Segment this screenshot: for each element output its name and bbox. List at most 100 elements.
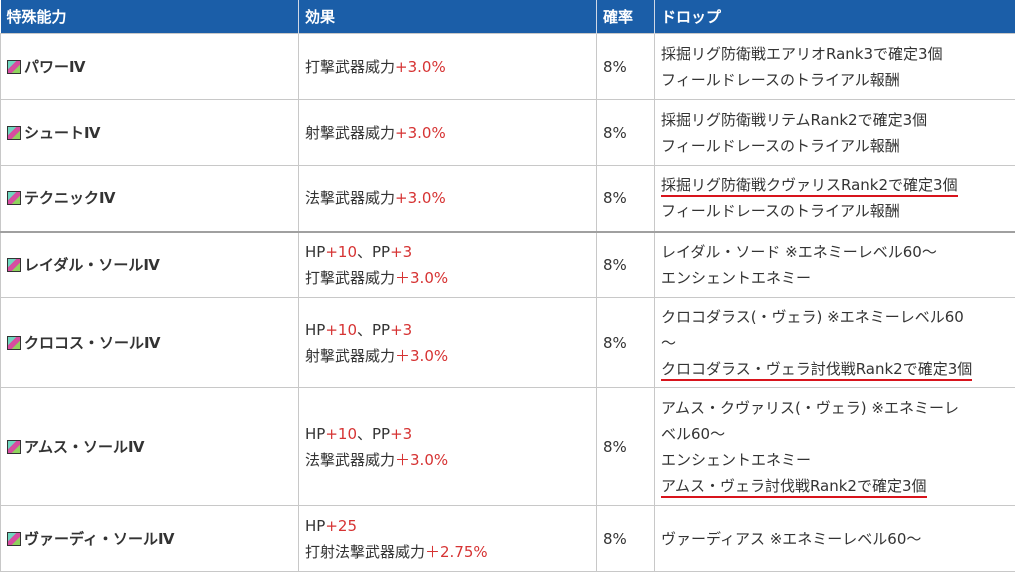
ability-stone-icon (7, 191, 21, 206)
drop-cell: 採掘リグ防衛戦クヴァリスRank2で確定3個 フィールドレースのトライアル報酬 (654, 165, 1015, 232)
drop-line: レイダル・ソード ※エネミーレベル60～ (661, 239, 1009, 265)
effect-label: 射撃武器威力 (305, 346, 396, 365)
effect-label: 射撃武器威力 (305, 123, 396, 142)
drop-source: クロコダラス(・ヴェラ) ※エネミーレベル60 (661, 307, 964, 326)
effect-label: HP (305, 516, 326, 535)
ability-name: テクニックⅣ (24, 189, 116, 208)
effect-label: 打撃武器威力 (305, 57, 396, 76)
drop-line: クロコダラス・ヴェラ討伐戦Rank2で確定3個 (661, 356, 1009, 382)
drop-cell: 採掘リグ防衛戦リテムRank2で確定3個 フィールドレースのトライアル報酬 (654, 99, 1015, 166)
effect-value: ＋3.0% (395, 268, 449, 287)
table-body: パワーⅣ 打撃武器威力+3.0% 8% 採掘リグ防衛戦エアリオRank3で確定3個 フィ… (0, 33, 1015, 572)
rate-cell: 8% (596, 230, 655, 298)
drop-line: フィールドレースのトライアル報酬 (661, 198, 1009, 224)
drop-cell: クロコダラス(・ヴェラ) ※エネミーレベル60 ～ クロコダラス・ヴェラ討伐戦Ran… (654, 297, 1015, 388)
drop-line: 採掘リグ防衛戦エアリオRank3で確定3個 (661, 41, 1009, 67)
table-row: アムス・ソールⅣ HP+10、PP+3 法撃武器威力＋3.0% 8% アムス・クヴァリス… (0, 387, 1015, 506)
drop-source-highlight: クロコダラス・ヴェラ討伐戦Rank2で確定3個 (661, 359, 973, 381)
drop-line: アムス・ヴェラ討伐戦Rank2で確定3個 (661, 473, 1009, 499)
effect-label: HP (305, 424, 326, 443)
effect-cell: HP+10、PP+3 打撃武器威力＋3.0% (298, 230, 597, 298)
table-row: ヴァーディ・ソールⅣ HP+25 打射法撃武器威力＋2.75% 8% ヴァーディアス ※… (0, 505, 1015, 572)
table-row: シュートⅣ 射撃武器威力+3.0% 8% 採掘リグ防衛戦リテムRank2で確定3個 フィ… (0, 99, 1015, 166)
drop-line: ヴァーディアス ※エネミーレベル60～ (661, 526, 1009, 552)
header-rate: 確率 (596, 0, 655, 34)
drop-line: クロコダラス(・ヴェラ) ※エネミーレベル60 (661, 304, 1009, 330)
effect-line: HP+10、PP+3 (305, 421, 590, 447)
effect-value: +10 (325, 320, 357, 339)
effect-label: 法撃武器威力 (305, 189, 396, 208)
ability-name-cell: テクニックⅣ (0, 165, 299, 232)
table-row: パワーⅣ 打撃武器威力+3.0% 8% 採掘リグ防衛戦エアリオRank3で確定3個 フィ… (0, 33, 1015, 100)
ability-name-cell: アムス・ソールⅣ (0, 387, 299, 506)
drop-cell: 採掘リグ防衛戦エアリオRank3で確定3個フィールドレースのトライアル報酬 (654, 33, 1015, 100)
drop-source: エンシェントエネミー (661, 450, 812, 469)
drop-line: ～ (661, 330, 1009, 356)
ability-stone-icon (7, 125, 21, 140)
drop-source: ベル60～ (661, 424, 726, 443)
drop-source-highlight: 採掘リグ防衛戦クヴァリスRank2で確定3個 (661, 176, 958, 198)
ability-stone-icon (7, 257, 21, 272)
effect-label: HP (305, 320, 326, 339)
ability-name: パワーⅣ (24, 57, 86, 76)
effect-line: 打撃武器威力＋3.0% (305, 265, 590, 291)
effect-line: HP+10、PP+3 (305, 239, 590, 265)
effect-value: +3.0% (395, 189, 446, 208)
effect-line: HP+10、PP+3 (305, 317, 590, 343)
ability-name-cell: ヴァーディ・ソールⅣ (0, 505, 299, 572)
drop-source: フィールドレースのトライアル報酬 (661, 202, 900, 221)
effect-value: ＋3.0% (395, 450, 449, 469)
ability-stone-icon (7, 531, 21, 546)
effect-label: 、PP (356, 320, 391, 339)
drop-source: レイダル・ソード ※エネミーレベル60～ (661, 242, 937, 261)
table-row: テクニックⅣ 法撃武器威力+3.0% 8% 採掘リグ防衛戦クヴァリスRank2で確定3… (0, 165, 1015, 232)
effect-line: 打射法撃武器威力＋2.75% (305, 539, 590, 565)
effect-value: +3.0% (395, 123, 446, 142)
drop-line: フィールドレースのトライアル報酬 (661, 133, 1009, 159)
effect-label: 、PP (356, 242, 391, 261)
effect-value: +3.0% (395, 57, 446, 76)
rate-cell: 8% (596, 297, 655, 388)
drop-source: 採掘リグ防衛戦エアリオRank3で確定3個 (661, 44, 943, 63)
drop-cell: ヴァーディアス ※エネミーレベル60～ (654, 505, 1015, 572)
effect-value: +10 (325, 424, 357, 443)
drop-source-highlight: アムス・ヴェラ討伐戦Rank2で確定3個 (661, 476, 927, 498)
effect-cell: HP+10、PP+3 射撃武器威力＋3.0% (298, 297, 597, 388)
effect-label: 法撃武器威力 (305, 450, 396, 469)
effect-cell: HP+10、PP+3 法撃武器威力＋3.0% (298, 387, 597, 506)
drop-line: ベル60～ (661, 421, 1009, 447)
drop-line: フィールドレースのトライアル報酬 (661, 67, 1009, 93)
ability-name: クロコス・ソールⅣ (24, 333, 161, 352)
rate-cell: 8% (596, 505, 655, 572)
effect-line: 法撃武器威力＋3.0% (305, 447, 590, 473)
ability-name-cell: パワーⅣ (0, 33, 299, 100)
header-ability: 特殊能力 (0, 0, 299, 34)
ability-name: シュートⅣ (24, 123, 101, 142)
drop-source: アムス・クヴァリス(・ヴェラ) ※エネミーレ (661, 398, 959, 417)
drop-source: ヴァーディアス ※エネミーレベル60～ (661, 529, 922, 548)
effect-cell: 射撃武器威力+3.0% (298, 99, 597, 166)
ability-name-cell: シュートⅣ (0, 99, 299, 166)
effect-cell: 打撃武器威力+3.0% (298, 33, 597, 100)
table-row: レイダル・ソールⅣ HP+10、PP+3 打撃武器威力＋3.0% 8% レイダル・ソード… (0, 230, 1015, 298)
drop-line: エンシェントエネミー (661, 447, 1009, 473)
effect-label: 打撃武器威力 (305, 268, 396, 287)
drop-line: 採掘リグ防衛戦クヴァリスRank2で確定3個 (661, 172, 1009, 198)
ability-stone-icon (7, 59, 21, 74)
effect-line: HP+25 (305, 513, 590, 539)
ability-name: レイダル・ソールⅣ (24, 255, 160, 274)
drop-cell: レイダル・ソード ※エネミーレベル60～ エンシェントエネミー (654, 230, 1015, 298)
rate-cell: 8% (596, 99, 655, 166)
effect-value: +3 (390, 320, 413, 339)
drop-source: エンシェントエネミー (661, 268, 812, 287)
effect-label: HP (305, 242, 326, 261)
header-row: 特殊能力 効果 確率 ドロップ (0, 0, 1015, 34)
effect-line: 法撃武器威力+3.0% (305, 185, 590, 211)
drop-line: アムス・クヴァリス(・ヴェラ) ※エネミーレ (661, 395, 1009, 421)
effect-value: +10 (325, 242, 357, 261)
effect-value: +3 (390, 424, 413, 443)
ability-name: アムス・ソールⅣ (24, 437, 145, 456)
table-row: クロコス・ソールⅣ HP+10、PP+3 射撃武器威力＋3.0% 8% クロコダラス(・… (0, 297, 1015, 388)
effect-value: ＋2.75% (425, 542, 488, 561)
